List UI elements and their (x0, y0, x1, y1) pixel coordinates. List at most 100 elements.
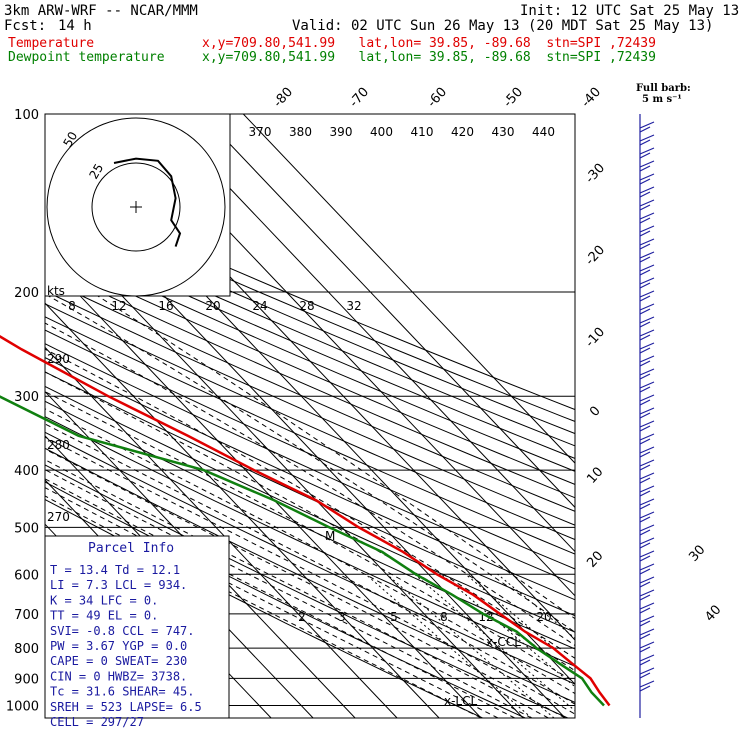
mixing-ratio-label: 3 (338, 610, 346, 624)
parcel-info-row: CAPE = 0 SWEAT= 230 (50, 654, 187, 668)
dry-adiabat-line (45, 416, 575, 667)
wind-barb (639, 537, 655, 545)
wind-barb (639, 342, 655, 350)
wind-barb (639, 147, 655, 155)
wind-barb (639, 191, 651, 198)
pressure-tick-label: 300 (14, 390, 39, 405)
wind-barb (639, 217, 651, 224)
theta-label: 440 (532, 125, 555, 139)
wind-barb (639, 641, 655, 649)
mixing-ratio-line (386, 573, 555, 718)
wind-barb (639, 555, 651, 562)
left-theta-label: 290 (47, 352, 70, 366)
wind-barb (639, 386, 651, 393)
dry-adiabat-line (45, 230, 575, 459)
wind-barb (639, 321, 651, 328)
dry-adiabat-line (45, 343, 575, 585)
isotherm-line (45, 390, 356, 718)
dry-adiabat-line (45, 207, 575, 435)
dry-adiabat-line (45, 329, 575, 570)
hodograph-speed-label: 28 (299, 299, 314, 313)
pressure-tick-label: 200 (14, 286, 39, 301)
hodograph-speed-label: 12 (111, 299, 126, 313)
wind-barb (639, 178, 651, 185)
isotherm-line (45, 346, 398, 718)
isotherm-line (200, 114, 575, 509)
moist-adiabat-line (45, 371, 575, 672)
dry-adiabat-line (45, 316, 575, 555)
wind-barb (639, 308, 651, 315)
wind-barb (639, 615, 655, 623)
wind-barb (639, 589, 655, 597)
moist-adiabat-line (45, 423, 575, 705)
parcel-info-row: CIN = 0 HWBZ= 3738. (50, 669, 187, 683)
dewpoint-legend: Dewpoint temperature (8, 50, 165, 65)
pressure-tick-label: 900 (14, 672, 39, 687)
wind-barb (639, 490, 651, 497)
wind-barb (639, 511, 655, 519)
isotherm-label: -40 (579, 85, 604, 111)
wind-barb (639, 412, 651, 419)
wind-barb (639, 204, 651, 211)
left-theta-label: 280 (47, 438, 70, 452)
wind-barb (639, 407, 655, 415)
pressure-tick-label: 600 (14, 568, 39, 583)
temperature-legend: Temperature (8, 36, 95, 51)
theta-label: 430 (492, 125, 515, 139)
pressure-tick-label: 100 (14, 108, 39, 123)
dry-adiabat-line (45, 277, 575, 512)
theta-label: 420 (451, 125, 474, 139)
theta-label: 390 (330, 125, 353, 139)
isotherm-label: -80 (271, 85, 296, 111)
dry-adiabat-line (45, 431, 575, 685)
parcel-info-row: SREH = 523 LAPSE= 6.5 (50, 700, 202, 714)
wind-barb (639, 373, 651, 380)
forecast-label: Fcst: (4, 18, 47, 34)
wind-barb (639, 139, 651, 146)
wind-barb (639, 225, 655, 233)
moist-adiabat-line (45, 408, 575, 695)
barb-legend-units: 5 m s⁻¹ (642, 94, 682, 105)
dry-adiabat-line (45, 371, 575, 617)
wind-barb (639, 399, 651, 406)
dry-adiabat-line (45, 400, 575, 650)
parcel-info-row: TT = 49 EL = 0. (50, 609, 158, 623)
wind-barb (639, 485, 655, 493)
profiles (0, 335, 611, 707)
moist-adiabat-line (45, 487, 499, 718)
wind-barb (639, 212, 655, 220)
wind-barb (639, 498, 655, 506)
isotherm-label: -30 (583, 161, 608, 187)
hodograph-speed-label: 32 (346, 299, 361, 313)
wind-barb (639, 126, 651, 133)
wind-barb (639, 659, 651, 666)
hodograph-speed-label: 20 (205, 299, 220, 313)
dry-adiabat-line (45, 303, 575, 541)
dry-adiabat-line (45, 447, 575, 703)
wind-barb (639, 529, 651, 536)
isotherm-line (45, 302, 440, 718)
parcel-info-title: Parcel Info (88, 541, 174, 556)
parcel-info-row: CELL = 297/27 (50, 715, 144, 729)
hodograph-kts-label: kts (47, 284, 65, 298)
mixing-ratio-label: 5 (390, 610, 398, 624)
theta-label: 400 (370, 125, 393, 139)
wind-barb (639, 381, 655, 389)
wind-barb (639, 667, 655, 675)
valid-time: Valid: 02 UTC Sun 26 May 13 (20 MDT Sat … (292, 18, 714, 34)
moist-adiabat-line (45, 348, 575, 659)
wind-barb (639, 243, 651, 250)
wind-barb (639, 446, 655, 454)
wind-barb (639, 425, 651, 432)
pressure-tick-label: 700 (14, 608, 39, 623)
theta-label: 370 (249, 125, 272, 139)
wind-barb (639, 303, 655, 311)
wind-barb (639, 165, 651, 172)
barb-legend-title: Full barb: (636, 83, 691, 94)
parcel-info-row: LI = 7.3 LCL = 934. (50, 578, 187, 592)
wind-barb (639, 269, 651, 276)
wind-barb (639, 420, 655, 428)
isotherm-label: -10 (583, 325, 608, 351)
moist-adiabat-line (45, 391, 575, 683)
